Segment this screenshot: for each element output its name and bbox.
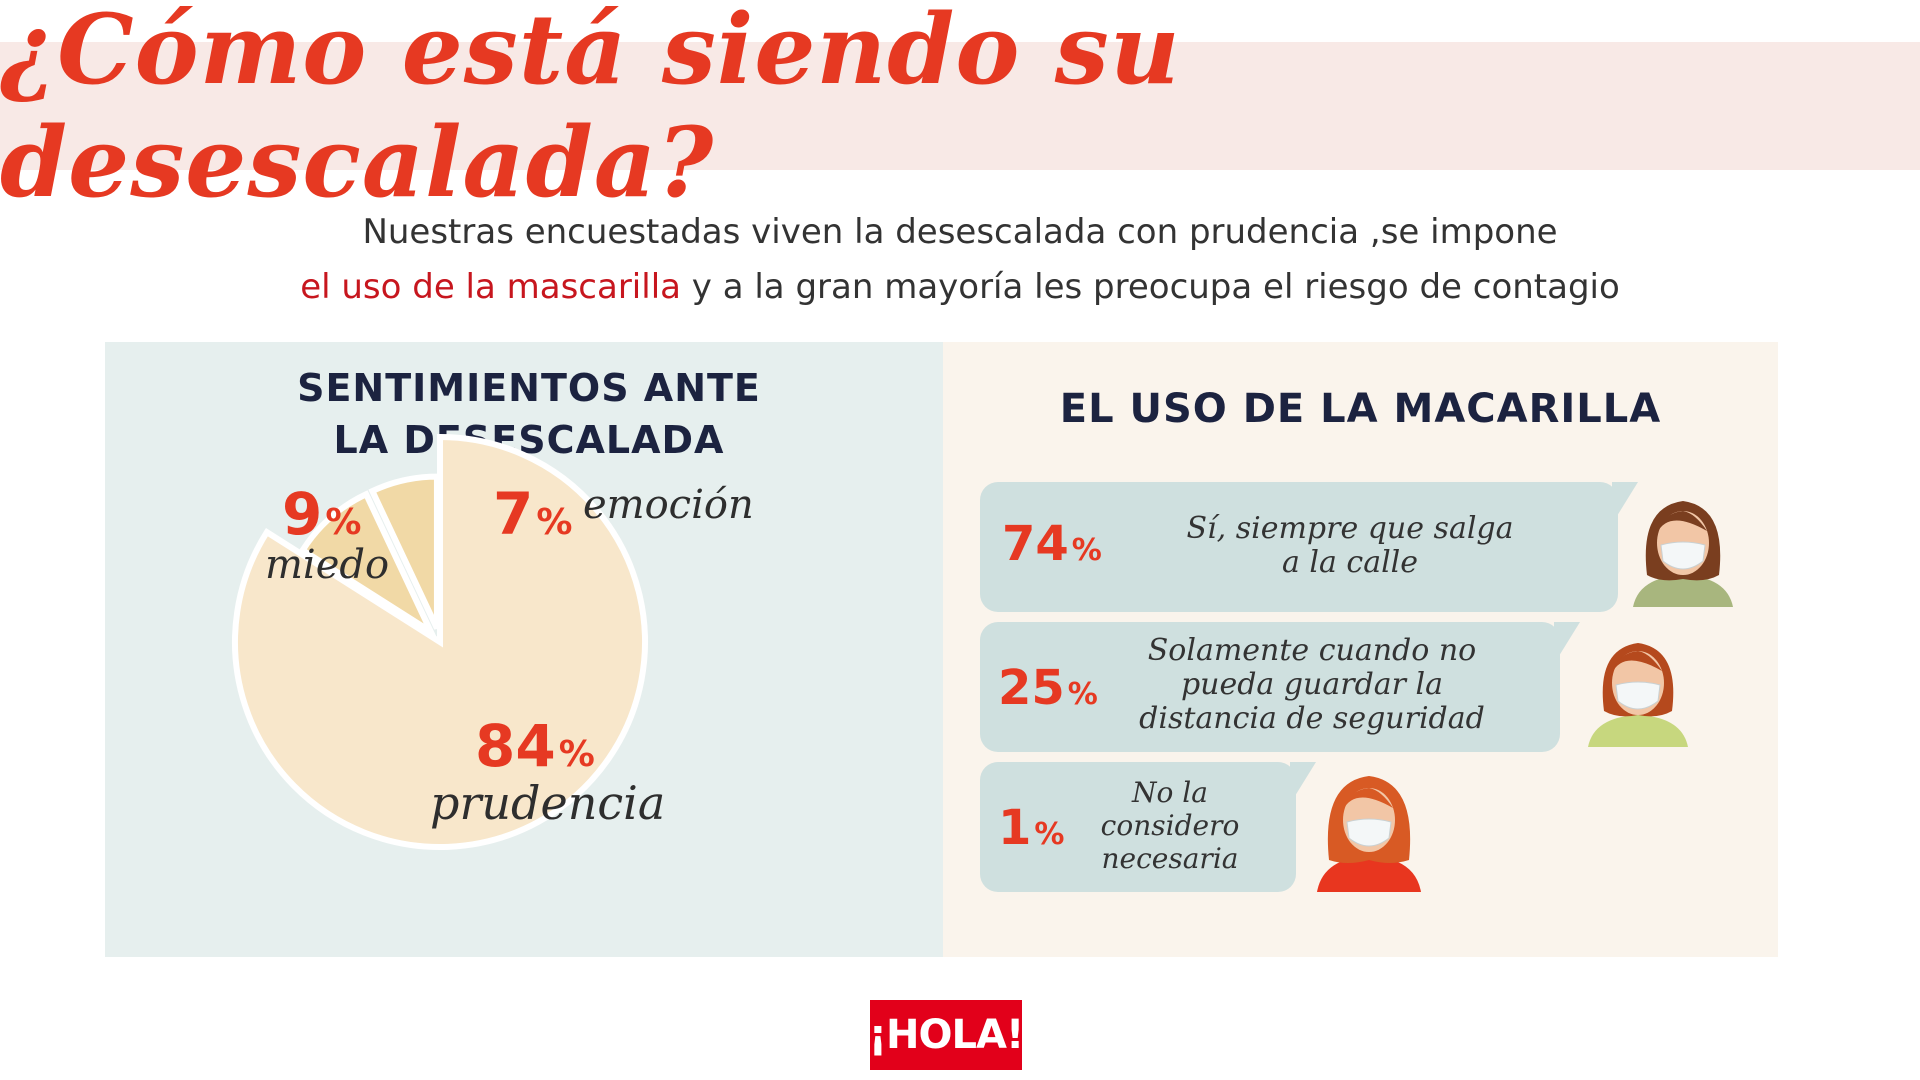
answer-text-line: Solamente cuando no — [1147, 633, 1477, 668]
subtitle-line-2-rest: y a la gran mayoría les preocupa el ries… — [680, 267, 1620, 307]
feelings-panel: SENTIMIENTOS ANTE LA DESESCALADA 9% mied… — [105, 342, 943, 957]
answer-bubble: 1% No la considero necesaria — [980, 762, 1316, 892]
feelings-title-line-1: SENTIMIENTOS ANTE — [297, 366, 761, 410]
subtitle: Nuestras encuestadas viven la desescalad… — [0, 205, 1920, 315]
pie-slice-emocion — [368, 473, 440, 630]
title-banner — [0, 42, 1920, 170]
mask-usage-panel: EL USO DE LA MACARILLA 74% Sí, siempre q… — [943, 342, 1778, 957]
woman-with-mask-icon — [1317, 776, 1421, 892]
answer-percentage: 1% — [998, 800, 1065, 856]
pie-label-prudencia: prudencia — [430, 776, 666, 830]
hola-logo: ¡HOLA! — [869, 1000, 1024, 1070]
page-title: ¿Cómo está siendo su desescalada? — [0, 0, 1181, 219]
subtitle-line-2: el uso de la mascarilla y a la gran mayo… — [0, 260, 1920, 315]
bubble-tail — [1612, 482, 1638, 524]
answer-text-line: necesaria — [1101, 842, 1239, 875]
answer-text-line: a la calle — [1281, 545, 1419, 580]
bubble-tail — [1554, 622, 1580, 664]
answer-text-line: considero — [1100, 809, 1240, 842]
pie-label-prudencia-value: 84% — [475, 712, 595, 780]
answer-text-line: distancia de seguridad — [1139, 701, 1485, 736]
answer-text: No la considero necesaria — [1080, 776, 1260, 875]
subtitle-line-1: Nuestras encuestadas viven la desescalad… — [362, 212, 1558, 252]
answer-percentage: 74% — [1002, 516, 1102, 572]
pie-label-miedo: miedo — [265, 542, 390, 588]
pie-slice-prudencia — [232, 433, 648, 850]
answer-percentage: 25% — [998, 660, 1098, 716]
subtitle-highlight: el uso de la mascarilla — [300, 267, 681, 307]
pie-slice-miedo — [298, 490, 438, 640]
answer-text: Solamente cuando no pueda guardar la dis… — [1102, 634, 1522, 736]
mask-usage-title: EL USO DE LA MACARILLA — [1059, 386, 1662, 432]
answer-text: Sí, siempre que salga a la calle — [1135, 512, 1565, 580]
pie-label-emocion: emoción — [583, 482, 754, 528]
feelings-pie-chart — [232, 433, 648, 850]
answer-text-line: Sí, siempre que salga — [1186, 511, 1514, 546]
woman-with-mask-icon — [1633, 501, 1733, 607]
pie-label-emocion-value: 7% — [493, 480, 573, 548]
woman-with-mask-icon — [1588, 643, 1688, 747]
feelings-panel-title: SENTIMIENTOS ANTE LA DESESCALADA — [105, 362, 953, 466]
answer-text-line: No la — [1132, 776, 1208, 809]
answer-text-line: pueda guardar la — [1180, 667, 1444, 702]
bubble-tail — [1290, 762, 1316, 804]
answer-bubble: 74% Sí, siempre que salga a la calle — [980, 482, 1638, 612]
pie-label-miedo-value: 9% — [282, 480, 362, 548]
answer-bubble: 25% Solamente cuando no pueda guardar la… — [980, 622, 1580, 752]
